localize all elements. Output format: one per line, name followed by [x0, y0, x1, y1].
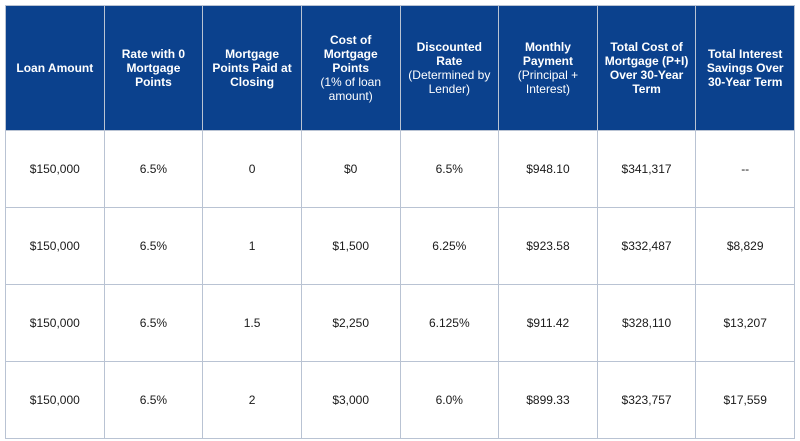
header-title: Cost of Mortgage Points	[323, 33, 378, 75]
table-cell: 6.125%	[399, 284, 500, 362]
table-cell: 6.5%	[103, 207, 204, 285]
header-title: Total Interest Savings Over 30-Year Term	[706, 47, 784, 89]
table-cell: $341,317	[596, 130, 697, 208]
header-cell: Discounted Rate (Determined by Lender)	[399, 5, 500, 131]
table-container: Loan Amount Rate with 0 Mortgage Points Mo…	[5, 5, 795, 439]
table-cell: $13,207	[695, 284, 795, 362]
header-cell: Total Interest Savings Over 30-Year Term	[695, 5, 795, 131]
table-cell: $923.58	[498, 207, 598, 285]
header-cell: Monthly Payment (Principal + Interest)	[498, 5, 598, 131]
header-cell: Mortgage Points Paid at Closing	[202, 5, 302, 131]
table-cell: $150,000	[5, 284, 105, 362]
table-cell: $1,500	[300, 207, 401, 285]
header-cell: Total Cost of Mortgage (P+I) Over 30-Yea…	[596, 5, 697, 131]
header-cell: Loan Amount	[5, 5, 105, 131]
header-title: Discounted Rate	[416, 40, 482, 68]
header-cell: Rate with 0 Mortgage Points	[103, 5, 204, 131]
table-cell: 6.25%	[399, 207, 500, 285]
header-title: Rate with 0 Mortgage Points	[121, 47, 186, 89]
table-cell: $323,757	[596, 361, 697, 439]
table-cell: $8,829	[695, 207, 795, 285]
header-title: Monthly Payment	[522, 40, 573, 68]
table-cell: $332,487	[596, 207, 697, 285]
table-cell: $328,110	[596, 284, 697, 362]
table-cell: $150,000	[5, 207, 105, 285]
header-row: Loan Amount Rate with 0 Mortgage Points Mo…	[5, 5, 795, 131]
table-cell: 2	[202, 361, 302, 439]
table-cell: $3,000	[300, 361, 401, 439]
table-cell: 6.5%	[103, 130, 204, 208]
header-cell: Cost of Mortgage Points (1% of loan amoun…	[300, 5, 401, 131]
table-row: $150,000 6.5% 1 $1,500 6.25% $923.58 $332,487 $…	[5, 207, 795, 285]
header-title: Total Cost of Mortgage (P+I) Over 30-Yea…	[604, 40, 689, 96]
table-cell: $948.10	[498, 130, 598, 208]
table-row: $150,000 6.5% 0 $0 6.5% $948.10 $341,317 --	[5, 130, 795, 208]
header-note: (Determined by Lender)	[408, 68, 491, 96]
header-note: (Principal + Interest)	[517, 68, 579, 96]
table-cell: $0	[300, 130, 401, 208]
table-cell: $17,559	[695, 361, 795, 439]
table-cell: 6.5%	[103, 361, 204, 439]
table-cell: 1	[202, 207, 302, 285]
header-title: Mortgage Points Paid at Closing	[212, 47, 292, 89]
header-note: (1% of loan amount)	[320, 75, 382, 103]
table-cell: --	[695, 130, 795, 208]
table-cell: 6.5%	[399, 130, 500, 208]
table-cell: 6.0%	[399, 361, 500, 439]
table-row: $150,000 6.5% 2 $3,000 6.0% $899.33 $323,757 $1…	[5, 361, 795, 439]
header-title: Loan Amount	[16, 61, 94, 75]
table-body: $150,000 6.5% 0 $0 6.5% $948.10 $341,317 -- $150…	[5, 130, 795, 439]
table-cell: $150,000	[5, 130, 105, 208]
table-cell: $2,250	[300, 284, 401, 362]
table-cell: 6.5%	[103, 284, 204, 362]
table-cell: $150,000	[5, 361, 105, 439]
table-cell: $899.33	[498, 361, 598, 439]
table-cell: 1.5	[202, 284, 302, 362]
mortgage-points-table: Loan Amount Rate with 0 Mortgage Points Mo…	[5, 5, 795, 439]
table-row: $150,000 6.5% 1.5 $2,250 6.125% $911.42 $328,1…	[5, 284, 795, 362]
table-cell: 0	[202, 130, 302, 208]
table-cell: $911.42	[498, 284, 598, 362]
